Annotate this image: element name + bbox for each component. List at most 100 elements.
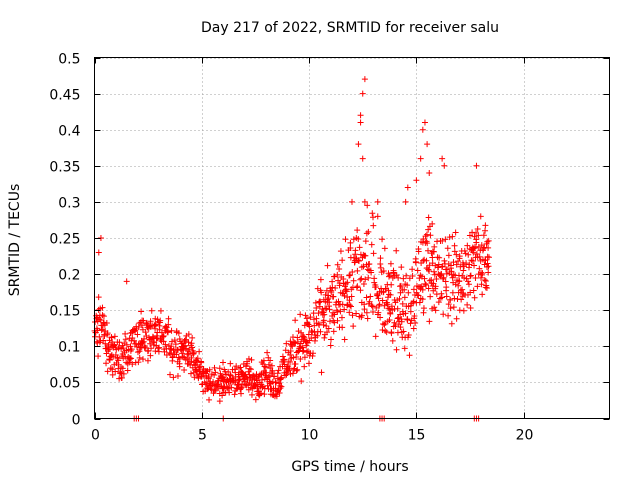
data-point — [460, 307, 467, 314]
data-point — [363, 309, 370, 316]
data-point — [380, 267, 387, 274]
data-point — [456, 253, 463, 260]
data-point — [440, 274, 447, 281]
data-point — [429, 220, 436, 227]
data-point — [189, 344, 196, 351]
data-point — [438, 290, 445, 297]
data-point — [120, 370, 127, 377]
data-point — [431, 268, 438, 275]
data-point — [410, 286, 417, 293]
data-point — [419, 296, 426, 303]
data-point — [444, 245, 451, 252]
data-point — [292, 340, 299, 347]
data-point — [412, 319, 419, 326]
data-point — [363, 294, 370, 301]
data-point — [372, 333, 379, 340]
data-point — [148, 307, 155, 314]
data-point — [374, 198, 381, 205]
data-point — [211, 364, 218, 371]
data-point — [484, 264, 491, 271]
data-point — [156, 344, 163, 351]
data-point — [424, 240, 431, 247]
data-point — [464, 242, 471, 249]
data-point — [482, 227, 489, 234]
data-point — [248, 391, 255, 398]
data-point — [301, 354, 308, 361]
data-point — [281, 356, 288, 363]
data-point — [361, 306, 368, 313]
data-point — [264, 349, 271, 356]
data-point — [385, 305, 392, 312]
data-point — [278, 374, 285, 381]
data-point — [323, 323, 330, 330]
data-point — [238, 385, 245, 392]
data-point — [227, 360, 234, 367]
data-point — [476, 265, 483, 272]
data-point — [204, 386, 211, 393]
data-point — [395, 314, 402, 321]
data-point — [381, 245, 388, 252]
data-point — [433, 275, 440, 282]
data-point — [349, 312, 356, 319]
data-point — [387, 310, 394, 317]
y-tick-label: 0.5 — [58, 52, 80, 68]
data-point — [393, 272, 400, 279]
data-point — [106, 356, 113, 363]
data-point — [473, 239, 480, 246]
data-point — [356, 244, 363, 251]
data-point — [168, 338, 175, 345]
data-point — [235, 377, 242, 384]
data-point — [271, 373, 278, 380]
data-point — [412, 258, 419, 265]
data-point — [302, 312, 309, 319]
data-point — [359, 90, 366, 97]
data-point — [361, 76, 368, 83]
data-point — [355, 257, 362, 264]
data-point — [425, 285, 432, 292]
data-point — [450, 259, 457, 266]
data-point — [441, 257, 448, 264]
data-point — [233, 385, 240, 392]
data-point — [196, 364, 203, 371]
data-point — [339, 257, 346, 264]
data-point — [409, 266, 416, 273]
data-point — [445, 252, 452, 259]
data-point — [367, 293, 374, 300]
data-point — [342, 236, 349, 243]
data-point — [114, 354, 121, 361]
data-point — [483, 282, 490, 289]
data-point — [414, 267, 421, 274]
data-point — [147, 318, 154, 325]
data-point — [278, 383, 285, 390]
data-point — [450, 304, 457, 311]
data-point — [152, 348, 159, 355]
data-point — [478, 274, 485, 281]
data-point — [341, 292, 348, 299]
data-point — [426, 318, 433, 325]
data-point — [294, 334, 301, 341]
data-point — [305, 360, 312, 367]
data-point — [418, 283, 425, 290]
data-point — [242, 363, 249, 370]
data-point — [170, 374, 177, 381]
data-point — [472, 274, 479, 281]
data-point — [470, 287, 477, 294]
data-point — [198, 359, 205, 366]
data-point — [247, 366, 254, 373]
data-point — [341, 306, 348, 313]
data-point — [231, 391, 238, 398]
data-point — [346, 272, 353, 279]
data-point — [357, 287, 364, 294]
data-point — [300, 347, 307, 354]
data-point — [388, 281, 395, 288]
data-point — [276, 379, 283, 386]
data-point — [481, 276, 488, 283]
data-point — [287, 358, 294, 365]
data-point — [395, 274, 402, 281]
data-point — [301, 363, 308, 370]
data-point — [303, 349, 310, 356]
data-point — [124, 367, 131, 374]
data-point — [471, 262, 478, 269]
data-point — [308, 335, 315, 342]
